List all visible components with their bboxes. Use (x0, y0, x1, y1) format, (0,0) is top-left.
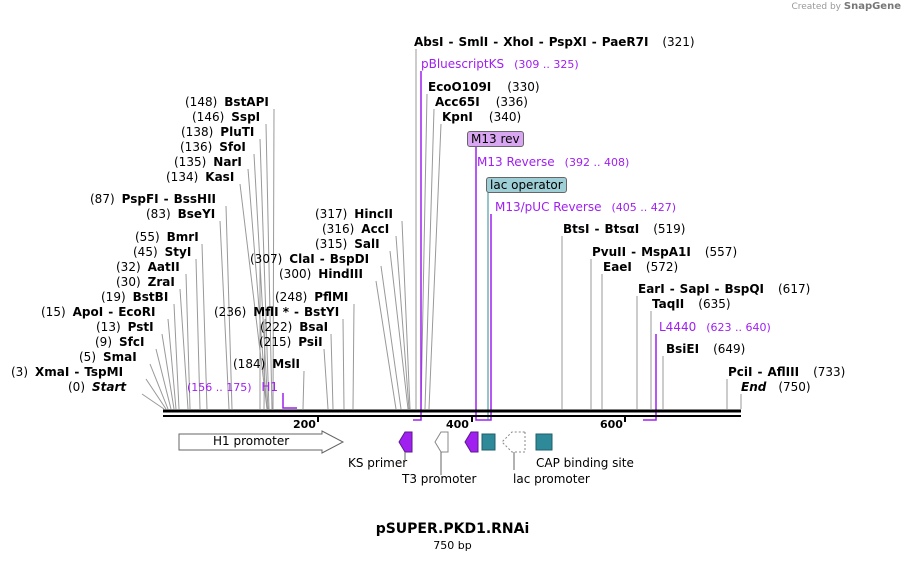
primer-m13-puc-reverse[interactable]: M13/pUC Reverse (405 .. 427) (495, 200, 677, 214)
site-zrai[interactable]: (30) ZraI (116, 275, 175, 289)
site-apoi[interactable]: (15) ApoI - EcoRI (41, 305, 156, 319)
site-nari[interactable]: (135) NarI (174, 155, 242, 169)
site-bmri[interactable]: (55) BmrI (135, 230, 199, 244)
primer-m13puc-line (480, 214, 492, 421)
site-bstapi[interactable]: (148) BstAPI (185, 95, 269, 109)
site-pluti[interactable]: (138) PluTI (181, 125, 255, 139)
site-sspi[interactable]: (146) SspI (192, 110, 261, 124)
site-smai[interactable]: (5) SmaI (79, 350, 137, 364)
lac-promoter-arrow (501, 431, 526, 453)
site-position: (321) (662, 35, 695, 49)
snapgene-logo-text: SnapGene (843, 1, 901, 12)
site-pcii[interactable]: PciI - AflIII (733) (728, 365, 846, 379)
primer-m13rev-line (475, 146, 480, 421)
t3-promoter-arrow (434, 431, 449, 453)
site-pflmi[interactable]: (248) PflMI (275, 290, 349, 304)
site-kpni[interactable]: KpnI (340) (442, 110, 522, 124)
map-size: 750 bp (433, 539, 472, 552)
site-btsi[interactable]: BtsI - BtsαI (519) (563, 222, 686, 236)
site-mfli[interactable]: (236) MflI * - BstYI (214, 305, 340, 319)
credit: Created by SnapGene (791, 1, 901, 12)
enzyme-name: AbsI (414, 35, 444, 49)
primer-l4440-line (643, 334, 657, 421)
site-eari[interactable]: EarI - SapI - BspQI (617) (638, 282, 811, 296)
ruler-tick-400: 400 (446, 418, 469, 431)
credit-prefix: Created by (791, 2, 841, 12)
backbone (163, 409, 741, 422)
site-styi[interactable]: (45) StyI (133, 245, 192, 259)
primer-lines (282, 71, 657, 421)
primer-h1-line (282, 393, 297, 409)
leader-lines (141, 49, 742, 410)
site-absi[interactable]: AbsI - SmlI - XhoI - PspXI - PaeR7I (321) (414, 35, 695, 49)
site-eaei[interactable]: EaeI (572) (603, 260, 679, 274)
ks-primer-arrow (398, 431, 413, 453)
m13-rev-box[interactable]: M13 rev (467, 131, 524, 147)
site-sfci[interactable]: (9) SfcI (95, 335, 145, 349)
site-end[interactable]: End (750) (741, 380, 811, 394)
site-psti[interactable]: (13) PstI (96, 320, 154, 334)
site-clai[interactable]: (307) ClaI - BspDI (250, 252, 370, 266)
site-aatii[interactable]: (32) AatII (116, 260, 180, 274)
site-start[interactable]: (0) Start (68, 380, 127, 394)
cap-binding-site-label[interactable]: CAP binding site (536, 456, 634, 470)
site-acc65i[interactable]: Acc65I (336) (435, 95, 528, 109)
site-bseyi[interactable]: (83) BseYI (146, 207, 216, 221)
lac-operator-box (481, 433, 496, 451)
lac-promoter-label[interactable]: lac promoter (513, 472, 590, 486)
lac-operator-label[interactable]: lac operator (486, 177, 567, 193)
site-taqii[interactable]: TaqII (635) (652, 297, 731, 311)
site-bstbi[interactable]: (19) BstBI (101, 290, 169, 304)
site-sfoi[interactable]: (136) SfoI (180, 140, 246, 154)
t3-promoter-label[interactable]: T3 promoter (402, 472, 477, 486)
site-psii[interactable]: (215) PsiI (259, 335, 323, 349)
m13-rev-arrow (464, 431, 479, 453)
map-title: pSUPER.PKD1.RNAi (375, 521, 530, 537)
site-ecoo109i[interactable]: EcoO109I (330) (428, 80, 540, 94)
site-bsai[interactable]: (222) BsaI (260, 320, 329, 334)
primer-pbluescriptks[interactable]: pBluescriptKS (309 .. 325) (421, 57, 579, 71)
leader-acc65i (424, 108, 435, 410)
primer-l4440[interactable]: L4440 (623 .. 640) (659, 320, 771, 334)
primer-pbluescriptks-line (413, 71, 422, 421)
ruler-tick-600: 600 (600, 418, 623, 431)
cap-binding-site-box (535, 433, 553, 451)
site-hincii[interactable]: (317) HincII (315, 207, 394, 221)
h1-promoter-label[interactable]: H1 promoter (213, 434, 290, 448)
ks-primer-label[interactable]: KS primer (348, 456, 408, 470)
primer-h1[interactable]: (156 .. 175) H1 (187, 380, 279, 394)
site-pvuii[interactable]: PvuII - MspA1I (557) (592, 245, 738, 259)
site-hindiii[interactable]: (300) HindIII (279, 267, 363, 281)
site-bsiei[interactable]: BsiEI (649) (666, 342, 746, 356)
site-msli[interactable]: (184) MslI (233, 357, 300, 371)
primer-m13-reverse[interactable]: M13 Reverse (392 .. 408) (477, 155, 630, 169)
site-pspfi[interactable]: (87) PspFI - BssHII (90, 192, 217, 206)
site-xmai[interactable]: (3) XmaI - TspMI (11, 365, 124, 379)
ruler-tick-200: 200 (293, 418, 316, 431)
leader-ecoo109i (420, 93, 428, 410)
h1-promoter-arrow (178, 430, 345, 454)
site-sali[interactable]: (315) SalI (315, 237, 380, 251)
leader-kpni (428, 123, 442, 410)
site-acci[interactable]: (316) AccI (322, 222, 390, 236)
site-kasi[interactable]: (134) KasI (166, 170, 235, 184)
